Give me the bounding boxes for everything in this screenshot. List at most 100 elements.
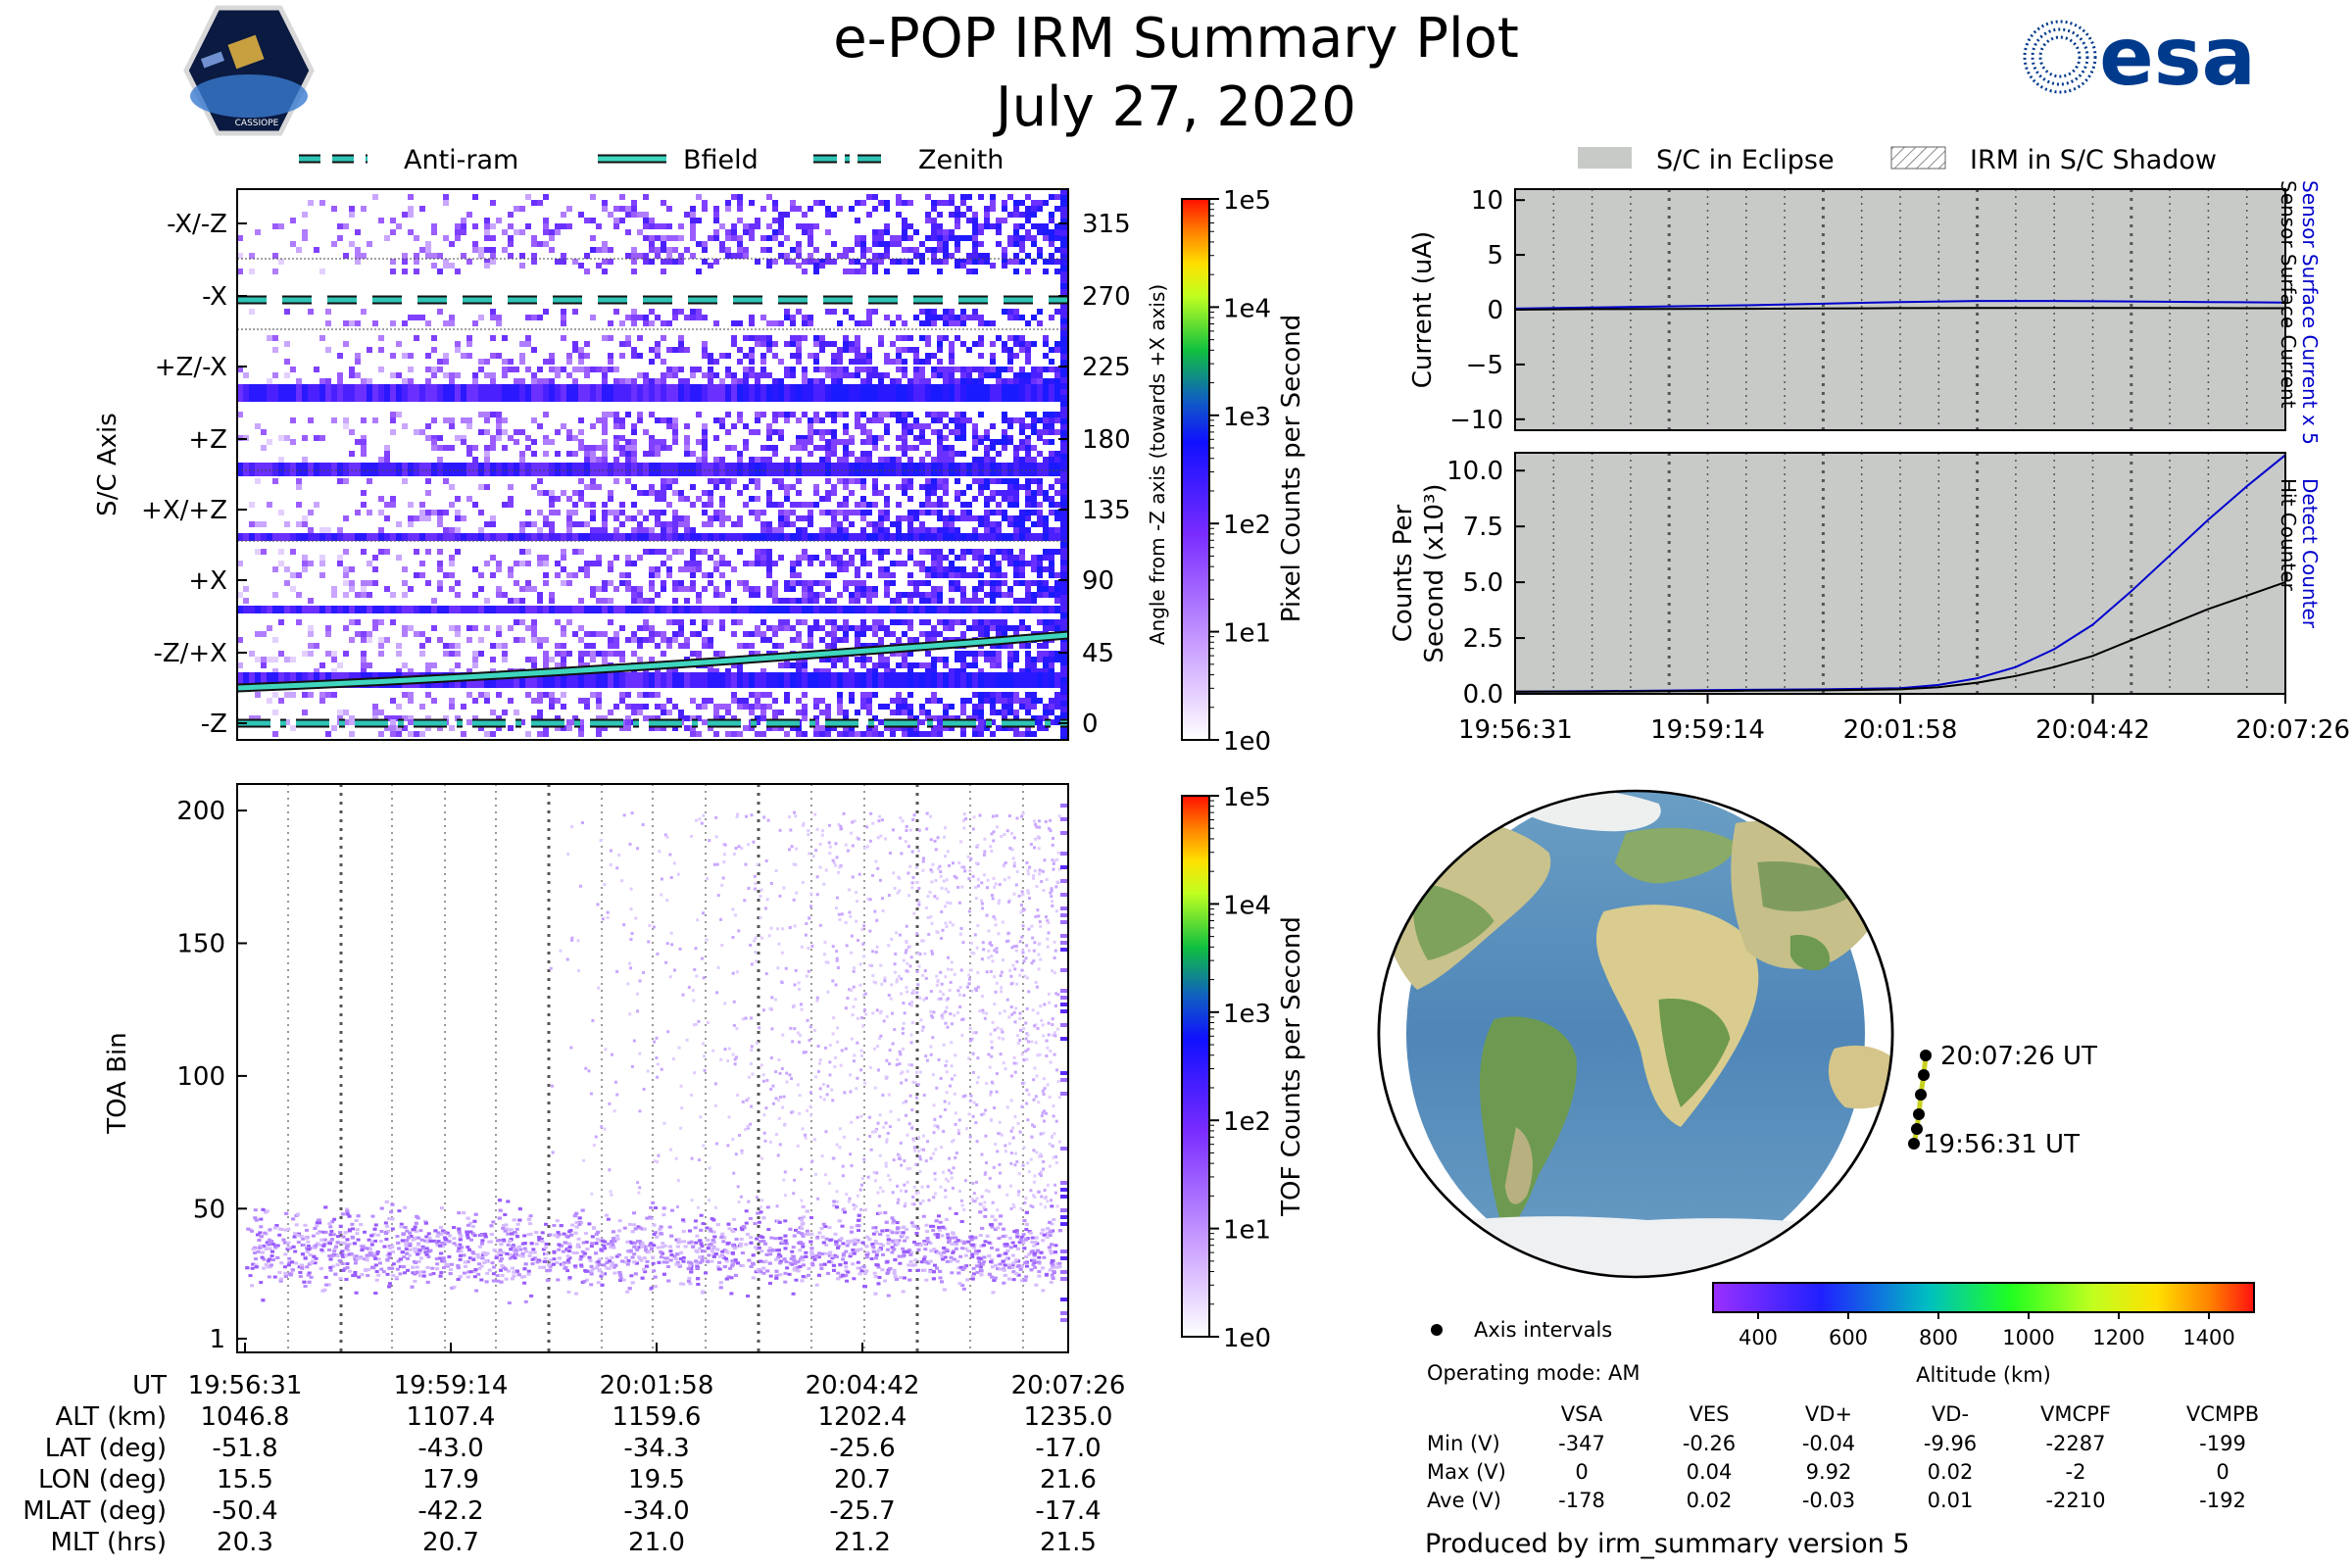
pixel-panel: S/C Axis -X/-Z -X +Z/-X +Z +X/+Z +X -Z/+X -Z 31… — [93, 188, 1169, 741]
current-right-label-2: Sensor Surface Current — [2277, 180, 2300, 409]
counts-right-label-2: Hit Counter — [2277, 478, 2300, 591]
orbit-cell: -50.4 — [212, 1496, 277, 1526]
orbit-cell: 1046.8 — [201, 1402, 290, 1432]
map-end-label: 20:07:26 UT — [1940, 1042, 2097, 1071]
orbit-table: UT 19:56:31 19:59:14 20:01:58 20:04:42 20:07:… — [23, 1343, 1125, 1557]
legend-shadow: IRM in S/C Shadow — [1970, 145, 2217, 175]
track-dot — [1920, 1050, 1932, 1061]
counts-xtick: 20:04:42 — [2035, 715, 2150, 745]
orbit-cell: 20:04:42 — [806, 1371, 920, 1400]
toa-colorbar: 1e5 1e4 1e3 1e2 1e1 1e0 TOF Counts per Second — [1181, 783, 1306, 1353]
axis-interval-marker — [1431, 1324, 1443, 1336]
series-line-0 — [1514, 300, 2286, 310]
esa-logo: esa — [2023, 11, 2256, 104]
current-ytick: 0 — [1487, 296, 1503, 325]
altitude-tick: 600 — [1829, 1326, 1868, 1349]
pixel-colorbar-tick: 1e2 — [1223, 511, 1271, 540]
counts-ytick: 0.0 — [1463, 680, 1503, 710]
operating-mode: Operating mode: AM — [1427, 1361, 1640, 1385]
pixel-angle-tick: 315 — [1082, 210, 1131, 239]
orbit-cell: 21.2 — [834, 1528, 891, 1557]
current-panel: 10 5 0 −5 −10 Current (uA) Sensor Surface Cu… — [1408, 180, 2322, 445]
voltage-header: VCMPB — [2186, 1402, 2259, 1426]
orbit-cell: 1159.6 — [612, 1402, 702, 1432]
pixel-axis-label: -X/-Z — [167, 210, 227, 239]
orbit-cell: 20.3 — [217, 1528, 273, 1557]
pixel-colorbar-tick: 1e3 — [1223, 403, 1271, 432]
orbit-cell: -43.0 — [417, 1434, 483, 1463]
orbit-row-label: ALT (km) — [55, 1402, 167, 1432]
track-dot — [1918, 1069, 1930, 1081]
legend-left: Anti-ram Bfield Zenith — [299, 145, 1004, 175]
pixel-angle-tick: 135 — [1082, 496, 1131, 525]
voltage-cell: -199 — [2199, 1432, 2246, 1455]
voltage-cell: -178 — [1558, 1489, 1605, 1512]
orbit-row-label: LON (deg) — [38, 1465, 167, 1494]
altitude-tick: 400 — [1739, 1326, 1778, 1349]
cassiope-label: CASSIOPE — [235, 119, 279, 128]
legend-right: S/C in Eclipse IRM in S/C Shadow — [1578, 145, 2217, 175]
track-dot — [1915, 1089, 1927, 1101]
orbit-cell: 17.9 — [422, 1465, 479, 1494]
voltage-cell: 0.01 — [1928, 1489, 1974, 1512]
orbit-cell: 20:01:58 — [600, 1371, 714, 1400]
axis-intervals-label: Axis intervals — [1474, 1318, 1612, 1342]
toa-colorbar-tick: 1e1 — [1223, 1216, 1271, 1246]
pixel-axis-label: -Z — [201, 710, 227, 739]
toa-ytick: 50 — [193, 1195, 225, 1224]
pixel-colorbar-tick: 1e5 — [1223, 186, 1271, 216]
orbit-cell: 20:07:26 — [1011, 1371, 1126, 1400]
current-ytick: −5 — [1466, 351, 1503, 380]
voltage-row-label: Max (V) — [1427, 1460, 1506, 1484]
series-line-1 — [1514, 307, 2286, 311]
counts-ytick: 5.0 — [1463, 568, 1503, 598]
orbit-cell: -51.8 — [212, 1434, 277, 1463]
orbit-cell: 21.5 — [1040, 1528, 1097, 1557]
voltage-cell: 9.92 — [1806, 1460, 1852, 1484]
voltage-cell: -347 — [1558, 1432, 1605, 1455]
world-map: 20:07:26 UT 19:56:31 UT — [1377, 789, 2097, 1279]
legend-zenith: Zenith — [918, 145, 1004, 175]
orbit-cell: -25.6 — [829, 1434, 895, 1463]
track-dot — [1913, 1108, 1925, 1120]
altitude-colorbar: 400 600 800 1000 1200 1400 Altitude (km) — [1712, 1282, 2255, 1387]
toa-colorbar-label: TOF Counts per Second — [1277, 916, 1306, 1217]
orbit-cell: -17.0 — [1035, 1434, 1101, 1463]
cassiope-logo: CASSIOPE — [183, 5, 315, 136]
orbit-cell: 19.5 — [628, 1465, 685, 1494]
voltage-cell: -2210 — [2045, 1489, 2105, 1512]
pixel-angle-tick: 180 — [1082, 425, 1131, 455]
toa-colorbar-tick: 1e2 — [1223, 1107, 1271, 1137]
pixel-colorbar-tick: 1e0 — [1223, 727, 1271, 757]
pixel-axis-label: +Z — [188, 425, 227, 455]
orbit-cell: 21.6 — [1040, 1465, 1097, 1494]
pixel-axis-label: -X — [202, 282, 227, 312]
toa-ylabel: TOA Bin — [103, 1032, 132, 1134]
voltage-cell: -0.26 — [1683, 1432, 1736, 1455]
pixel-axis-label: +Z/-X — [155, 353, 227, 382]
voltage-cell: -0.03 — [1802, 1489, 1855, 1512]
orbit-cell: -34.0 — [623, 1496, 689, 1526]
toa-heatmap — [245, 804, 1068, 1322]
counts-ylabel-2: Second (x10³) — [1420, 483, 1449, 662]
orbit-cell: 15.5 — [217, 1465, 273, 1494]
counts-xtick: 20:01:58 — [1843, 715, 1958, 745]
voltage-table: VSA VES VD+ VD- VMCPF VCMPB Min (V) -347 -0.26 -0… — [1427, 1402, 2259, 1512]
orbit-row-label: UT — [132, 1371, 167, 1400]
orbit-cell: -34.3 — [623, 1434, 689, 1463]
voltage-cell: 0 — [1575, 1460, 1588, 1484]
pixel-ylabel: S/C Axis — [93, 413, 122, 516]
pixel-angle-tick: 90 — [1082, 566, 1114, 596]
pixel-axis-label: -Z/+X — [153, 639, 227, 668]
orbit-cell: 1107.4 — [407, 1402, 496, 1432]
footer: Produced by irm_summary version 5 — [1425, 1529, 1910, 1559]
altitude-label: Altitude (km) — [1916, 1363, 2051, 1387]
voltage-cell: 0.02 — [1687, 1489, 1733, 1512]
toa-colorbar-tick: 1e3 — [1223, 1000, 1271, 1029]
pixel-colorbar: 1e5 1e4 1e3 1e2 1e1 1e0 Pixel Counts per Seco… — [1181, 186, 1306, 757]
counts-panel: 10.0 7.5 5.0 2.5 0.0 Counts Per Second (x10³… — [1389, 452, 2350, 745]
pixel-angle-tick: 270 — [1082, 282, 1131, 312]
orbit-cell: -17.4 — [1035, 1496, 1101, 1526]
orbit-row-label: MLT (hrs) — [51, 1528, 168, 1557]
current-ytick: −10 — [1449, 406, 1503, 435]
